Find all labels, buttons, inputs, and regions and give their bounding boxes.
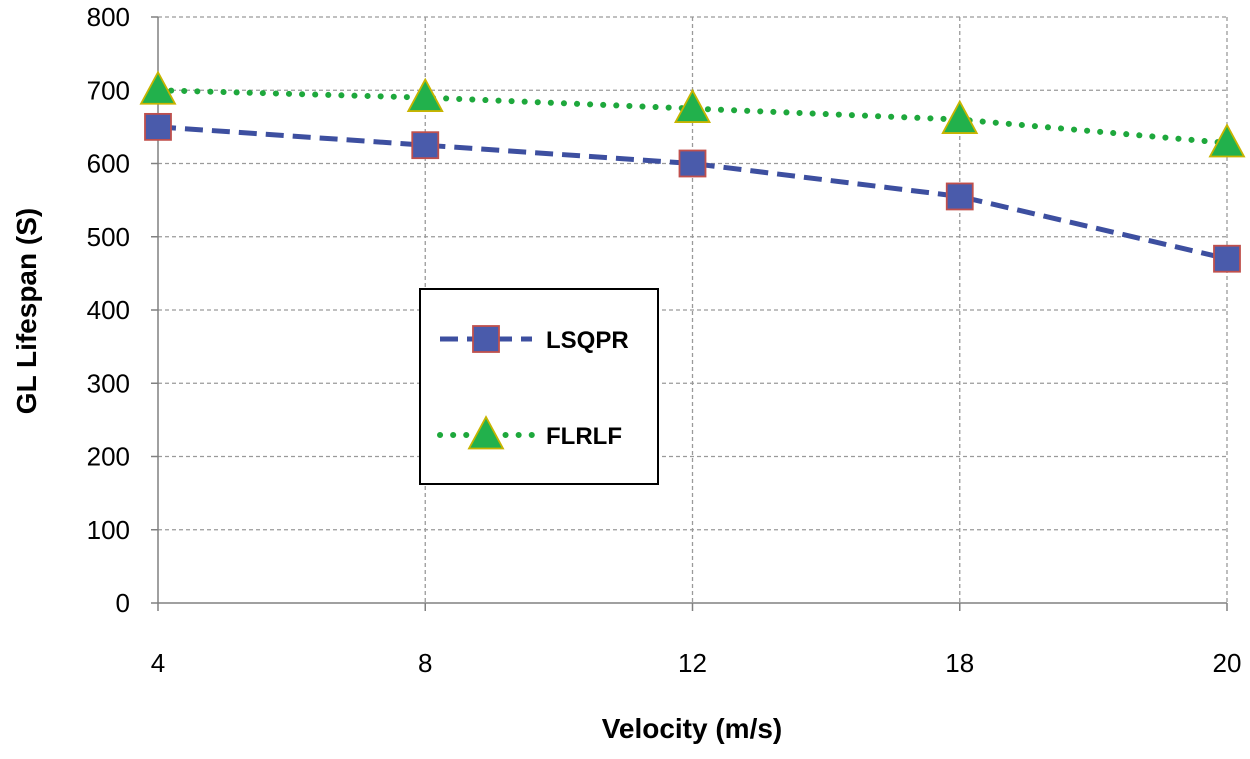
y-tick-label: 200 <box>87 442 130 472</box>
data-point-flrlf <box>1208 123 1246 158</box>
series-group <box>139 70 1246 273</box>
legend-symbol-lsqpr <box>472 325 500 353</box>
legend-box <box>419 288 659 485</box>
legend-marker-flrlf <box>467 415 505 450</box>
data-point-flrlf <box>406 77 444 112</box>
data-point-lsqpr <box>945 182 974 211</box>
data-point-flrlf <box>673 88 712 123</box>
series-line-lsqpr <box>157 124 1228 262</box>
axes: 0 100 200 300 400 500 600 700 800 4 8 12 18 20 <box>87 2 1242 678</box>
y-tick-label: 400 <box>87 295 130 325</box>
y-tick-label: 700 <box>87 75 130 105</box>
x-tick-label: 8 <box>418 648 432 678</box>
y-tick-label: 800 <box>87 2 130 32</box>
y-axis-title: GL Lifespan (S) <box>11 208 42 414</box>
x-axis-title: Velocity (m/s) <box>602 713 783 744</box>
data-point-flrlf <box>139 70 177 105</box>
legend-symbol-flrlf <box>467 415 505 450</box>
legend-label-lsqpr: LSQPR <box>546 327 629 354</box>
y-tick-label: 300 <box>87 368 130 398</box>
series-flrlf <box>139 70 1246 158</box>
x-tick-label: 20 <box>1213 648 1242 678</box>
data-point-lsqpr <box>1213 244 1241 273</box>
legend: LSQPR FLRLF <box>419 288 659 485</box>
y-tick-label: 100 <box>87 515 130 545</box>
x-tick-label: 18 <box>945 648 974 678</box>
y-tick-label: 600 <box>87 149 130 179</box>
legend-label-flrlf: FLRLF <box>546 423 622 450</box>
x-tick-label: 4 <box>151 648 165 678</box>
y-tick-label: 0 <box>116 588 130 618</box>
data-point-lsqpr <box>411 131 440 160</box>
data-point-flrlf <box>941 99 979 134</box>
legend-marker-lsqpr <box>472 325 500 353</box>
y-tick-label: 500 <box>87 222 130 252</box>
series-lsqpr <box>144 112 1241 273</box>
x-tick-label: 12 <box>678 648 707 678</box>
data-point-lsqpr <box>678 149 707 178</box>
data-point-lsqpr <box>144 112 172 141</box>
